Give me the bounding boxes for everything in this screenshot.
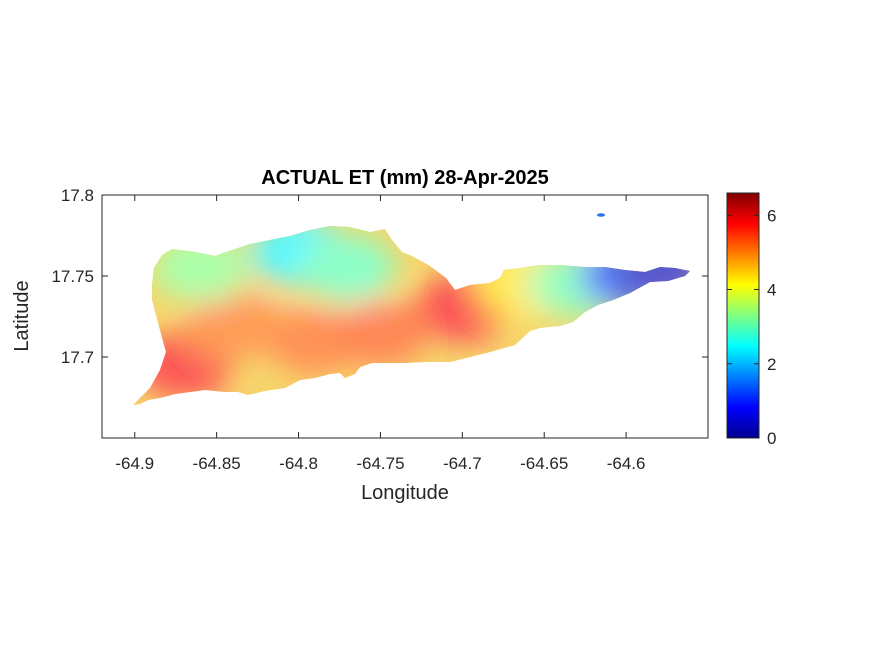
x-tick-label: -64.6: [607, 454, 646, 473]
y-axis-ticks: 17.7 17.75 17.8: [51, 186, 708, 367]
colorbar-gradient: [726, 192, 760, 439]
x-tick-label: -64.75: [356, 454, 404, 473]
colorbar-tick-label: 6: [767, 206, 776, 225]
x-tick-label: -64.9: [115, 454, 154, 473]
x-tick-label: -64.8: [279, 454, 318, 473]
islet: [597, 213, 605, 217]
y-axis-label: Latitude: [11, 280, 33, 351]
colorbar-tick-label: 2: [767, 355, 776, 374]
x-axis-label: Longitude: [361, 482, 449, 504]
x-tick-label: -64.7: [443, 454, 482, 473]
colorbar: 0 2 4 6: [726, 192, 776, 448]
x-tick-label: -64.65: [520, 454, 568, 473]
colorbar-tick-label: 4: [767, 281, 776, 300]
x-axis-ticks: -64.9 -64.85 -64.8 -64.75 -64.7 -64.65 -64.6: [115, 195, 645, 473]
colorbar-ticks: 0 2 4 6: [727, 206, 776, 448]
chart-title: ACTUAL ET (mm) 28-Apr-2025: [261, 167, 548, 189]
colorbar-tick-label: 0: [767, 429, 776, 448]
x-tick-label: -64.85: [193, 454, 241, 473]
y-tick-label: 17.75: [51, 267, 94, 286]
y-tick-label: 17.7: [61, 348, 94, 367]
y-tick-label: 17.8: [61, 186, 94, 205]
